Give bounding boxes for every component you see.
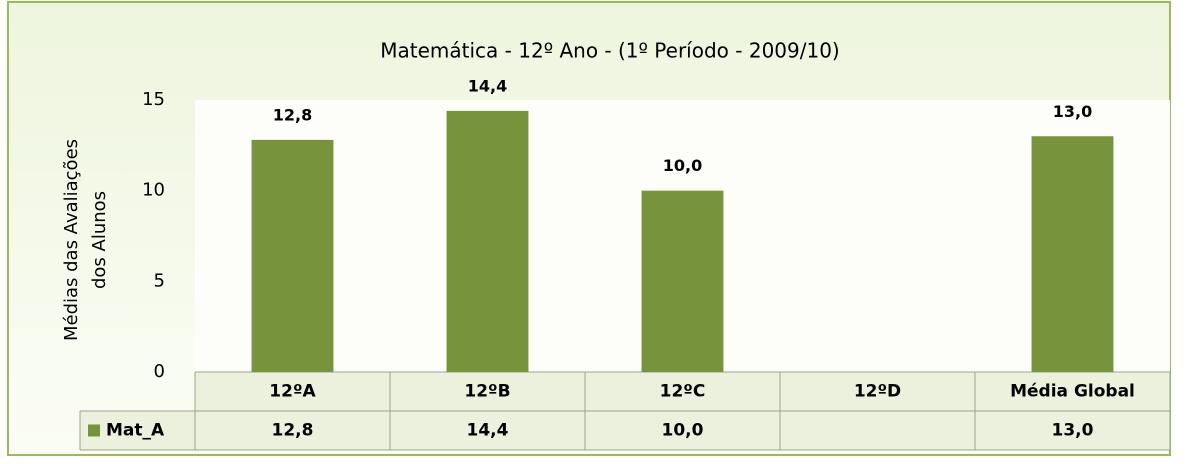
x-tick-label: 12ºD bbox=[854, 382, 901, 402]
y-tick-label: 5 bbox=[154, 270, 165, 291]
table-value: 10,0 bbox=[662, 421, 704, 441]
y-tick-label: 10 bbox=[142, 180, 165, 201]
data-label: 12,8 bbox=[273, 105, 312, 124]
bar bbox=[1031, 136, 1114, 372]
legend-label: Mat_A bbox=[106, 421, 165, 441]
table-row-bg bbox=[80, 411, 1170, 450]
y-axis-label: Médias das Avaliações bbox=[61, 139, 82, 341]
y-axis-label: dos Alunos bbox=[89, 191, 110, 289]
data-label: 13,0 bbox=[1053, 102, 1092, 121]
table-value: 13,0 bbox=[1052, 421, 1094, 441]
legend-swatch bbox=[88, 424, 100, 437]
chart-title: Matemática - 12º Ano - (1º Período - 200… bbox=[380, 39, 839, 63]
data-label: 14,4 bbox=[468, 76, 507, 95]
x-tick-label: 12ºC bbox=[660, 382, 706, 402]
table-value: 12,8 bbox=[272, 421, 314, 441]
y-tick-label: 15 bbox=[142, 89, 165, 110]
bar bbox=[251, 139, 334, 372]
table-header-bg bbox=[195, 372, 1170, 411]
x-tick-label: 12ºA bbox=[269, 382, 316, 402]
x-tick-label: Média Global bbox=[1010, 382, 1135, 402]
table-value: 14,4 bbox=[467, 421, 509, 441]
bar bbox=[641, 190, 724, 372]
x-tick-label: 12ºB bbox=[464, 382, 510, 402]
y-tick-label: 0 bbox=[154, 361, 165, 382]
bar bbox=[446, 110, 529, 372]
data-label: 10,0 bbox=[663, 156, 702, 175]
